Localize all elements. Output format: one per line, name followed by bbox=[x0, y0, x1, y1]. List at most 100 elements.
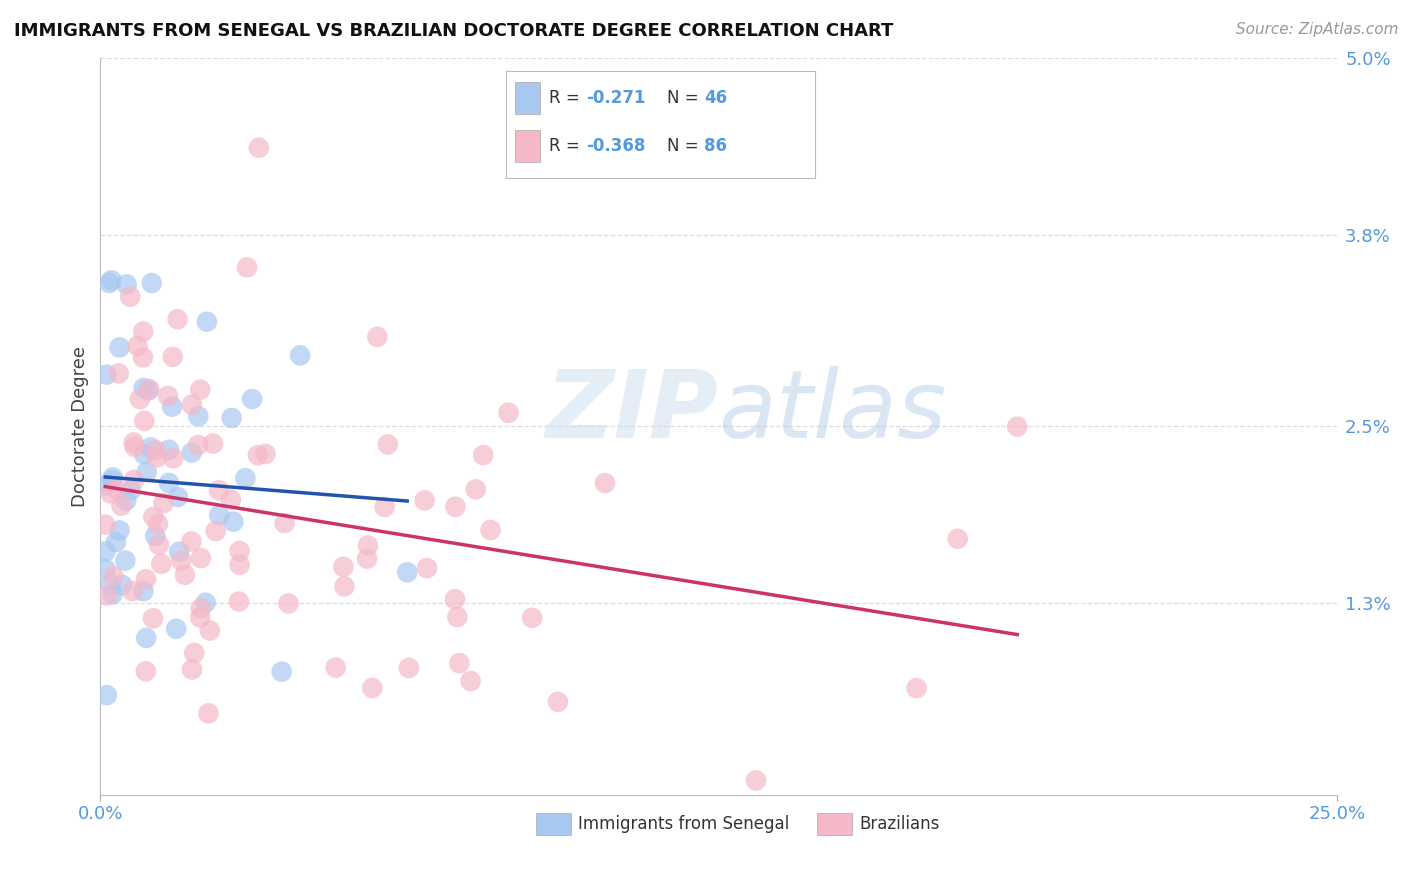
Point bbox=[180, 534, 202, 549]
Point bbox=[396, 566, 419, 580]
Point bbox=[446, 610, 468, 624]
Point bbox=[520, 611, 543, 625]
Point bbox=[148, 538, 170, 552]
Point bbox=[100, 273, 122, 287]
Point bbox=[132, 381, 155, 395]
Point bbox=[132, 351, 155, 365]
Bar bbox=[516, 130, 540, 162]
Point bbox=[122, 435, 145, 450]
Text: atlas: atlas bbox=[718, 366, 946, 457]
Point bbox=[357, 539, 380, 553]
Point bbox=[94, 517, 117, 532]
Point bbox=[132, 447, 155, 461]
Point bbox=[162, 350, 184, 364]
Point bbox=[166, 490, 188, 504]
Point bbox=[107, 367, 129, 381]
Point bbox=[121, 584, 143, 599]
Point bbox=[222, 515, 245, 529]
Point bbox=[110, 499, 132, 513]
Point bbox=[105, 482, 128, 496]
Point bbox=[479, 523, 502, 537]
Point bbox=[135, 631, 157, 645]
Point bbox=[254, 447, 277, 461]
Point bbox=[96, 368, 118, 382]
Point bbox=[356, 551, 378, 566]
Point bbox=[157, 389, 180, 403]
Point bbox=[108, 340, 131, 354]
Point bbox=[472, 448, 495, 462]
Point bbox=[145, 443, 167, 458]
Point bbox=[103, 569, 125, 583]
Point bbox=[132, 584, 155, 599]
Point bbox=[150, 557, 173, 571]
Point bbox=[235, 471, 257, 485]
Point bbox=[270, 665, 292, 679]
Point bbox=[101, 470, 124, 484]
Point bbox=[195, 315, 218, 329]
Point bbox=[377, 437, 399, 451]
Point bbox=[398, 661, 420, 675]
Bar bbox=[516, 82, 540, 114]
Point bbox=[180, 445, 202, 459]
Text: 86: 86 bbox=[704, 137, 727, 155]
Point bbox=[160, 400, 183, 414]
Point bbox=[108, 524, 131, 538]
Text: Brazilians: Brazilians bbox=[859, 815, 939, 833]
Point bbox=[94, 478, 117, 492]
Point bbox=[946, 532, 969, 546]
Text: N =: N = bbox=[666, 89, 699, 107]
Point bbox=[143, 529, 166, 543]
Point bbox=[325, 660, 347, 674]
Point bbox=[100, 486, 122, 500]
Point bbox=[187, 438, 209, 452]
Point bbox=[190, 601, 212, 615]
Point bbox=[593, 476, 616, 491]
Point bbox=[202, 436, 225, 450]
Point bbox=[141, 276, 163, 290]
Point bbox=[188, 383, 211, 397]
Text: ZIP: ZIP bbox=[546, 366, 718, 458]
Point bbox=[221, 411, 243, 425]
Text: -0.368: -0.368 bbox=[586, 137, 645, 155]
Point bbox=[547, 695, 569, 709]
Point bbox=[416, 561, 439, 575]
Point bbox=[94, 562, 117, 576]
Point bbox=[136, 384, 159, 398]
Text: N =: N = bbox=[666, 137, 699, 155]
Point bbox=[115, 493, 138, 508]
Point bbox=[190, 551, 212, 566]
Point bbox=[180, 398, 202, 412]
Point bbox=[204, 524, 226, 538]
Point bbox=[228, 544, 250, 558]
Point bbox=[240, 392, 263, 406]
Point bbox=[145, 450, 167, 465]
Point bbox=[157, 442, 180, 457]
Y-axis label: Doctorate Degree: Doctorate Degree bbox=[72, 346, 89, 507]
Point bbox=[208, 508, 231, 522]
Point bbox=[115, 277, 138, 292]
Point bbox=[374, 500, 396, 514]
Point bbox=[111, 578, 134, 592]
Text: R =: R = bbox=[550, 89, 581, 107]
Point bbox=[228, 558, 250, 572]
Point bbox=[498, 406, 520, 420]
Point bbox=[162, 451, 184, 466]
Point bbox=[98, 276, 121, 290]
Point bbox=[135, 665, 157, 679]
Point bbox=[94, 544, 117, 558]
Point bbox=[366, 330, 388, 344]
Point bbox=[96, 688, 118, 702]
Point bbox=[120, 483, 142, 498]
Point bbox=[333, 579, 356, 593]
Point bbox=[165, 622, 187, 636]
Point bbox=[174, 567, 197, 582]
Point bbox=[120, 290, 142, 304]
Point bbox=[449, 656, 471, 670]
Text: Immigrants from Senegal: Immigrants from Senegal bbox=[578, 815, 789, 833]
Point bbox=[139, 441, 162, 455]
Point bbox=[128, 392, 150, 406]
Text: 46: 46 bbox=[704, 89, 727, 107]
Point bbox=[105, 535, 128, 549]
Point bbox=[413, 493, 436, 508]
Point bbox=[905, 681, 928, 695]
